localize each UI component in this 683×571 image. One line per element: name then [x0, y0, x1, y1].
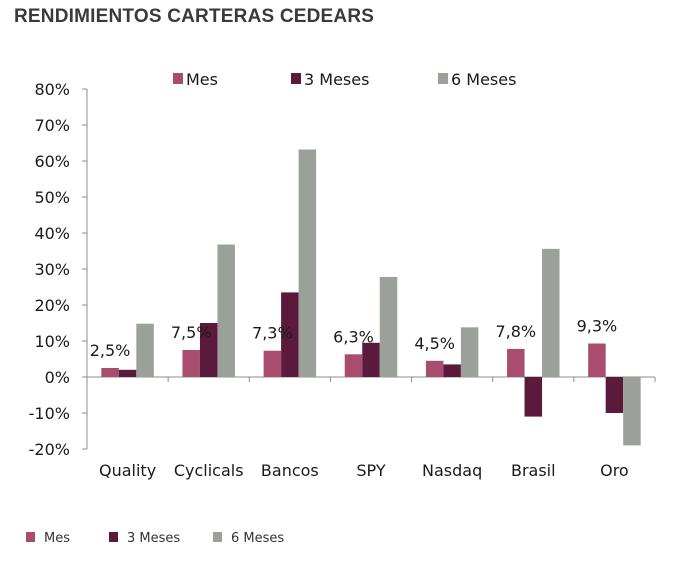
- legend-label: 6 Meses: [231, 531, 284, 546]
- legend-top: Mes 3 Meses 6 Meses: [173, 70, 516, 89]
- y-tick-label: 10%: [34, 332, 70, 351]
- y-tick-label: 30%: [34, 260, 70, 279]
- bar: [425, 360, 444, 377]
- y-tick-label: 80%: [34, 80, 70, 99]
- y-tick-label: 50%: [34, 188, 70, 207]
- y-tick-label: 60%: [34, 152, 70, 171]
- bar: [588, 343, 606, 377]
- category-label: Oro: [600, 461, 629, 480]
- y-tick-label: 20%: [34, 296, 70, 315]
- bar: [344, 354, 363, 377]
- legend-swatch: [173, 73, 183, 84]
- chart-title: RENDIMIENTOS CARTERAS CEDEARS: [14, 6, 375, 27]
- bar: [379, 276, 398, 377]
- data-label: 6,3%: [333, 327, 374, 346]
- bar: [199, 323, 218, 377]
- y-tick-label: 40%: [34, 224, 70, 243]
- data-label: 7,5%: [171, 323, 212, 342]
- legend-swatch: [291, 73, 301, 84]
- data-label: 9,3%: [577, 317, 618, 336]
- y-tick-label: -20%: [29, 440, 70, 459]
- bar: [118, 369, 137, 377]
- legend-label: 3 Meses: [304, 70, 369, 89]
- y-tick-label: -10%: [29, 404, 70, 423]
- category-label: SPY: [356, 461, 385, 480]
- bar: [362, 342, 380, 377]
- legend-label: 6 Meses: [451, 70, 516, 89]
- category-labels: Quality Cyclicals Bancos SPY Nasdaq Brasil Oro: [99, 461, 629, 480]
- bar: [507, 348, 525, 377]
- bar: [281, 292, 299, 377]
- data-label: 7,8%: [495, 322, 536, 341]
- category-label: Quality: [99, 461, 156, 480]
- category-label: Brasil: [511, 461, 556, 480]
- bar: [136, 323, 154, 377]
- bar: [605, 377, 624, 413]
- y-axis: 80% 70% 60% 50% 40% 30% 20% 10% 0% -10% -20%: [29, 80, 88, 459]
- category-label: Bancos: [261, 461, 319, 480]
- legend-label: Mes: [44, 531, 70, 546]
- data-label: 7,3%: [252, 324, 293, 343]
- bar: [101, 368, 119, 377]
- bar: [217, 244, 235, 377]
- legend-bottom: Mes 3 Meses 6 Meses: [26, 531, 284, 546]
- legend-swatch: [26, 532, 35, 542]
- data-labels: 2,5% 7,5% 7,3% 6,3% 4,5% 7,8% 9,3%: [90, 317, 618, 360]
- bar: [182, 350, 200, 377]
- legend-label: Mes: [186, 70, 218, 89]
- y-tick-label: 70%: [34, 116, 70, 135]
- legend-label: 3 Meses: [127, 531, 180, 546]
- legend-swatch: [438, 73, 448, 84]
- data-label: 4,5%: [414, 334, 455, 353]
- category-label: Nasdaq: [422, 461, 482, 480]
- data-label: 2,5%: [90, 341, 131, 360]
- bar: [524, 377, 543, 417]
- bar: [443, 364, 461, 377]
- bar: [460, 327, 479, 377]
- x-axis: [87, 376, 656, 382]
- legend-swatch: [109, 532, 118, 542]
- y-tick-label: 0%: [45, 368, 70, 387]
- bar: [542, 248, 560, 377]
- bar: [298, 149, 317, 377]
- legend-swatch: [213, 532, 222, 542]
- bars: [101, 149, 641, 446]
- category-label: Cyclicals: [174, 461, 244, 480]
- bar: [623, 377, 641, 446]
- bar: [263, 350, 282, 377]
